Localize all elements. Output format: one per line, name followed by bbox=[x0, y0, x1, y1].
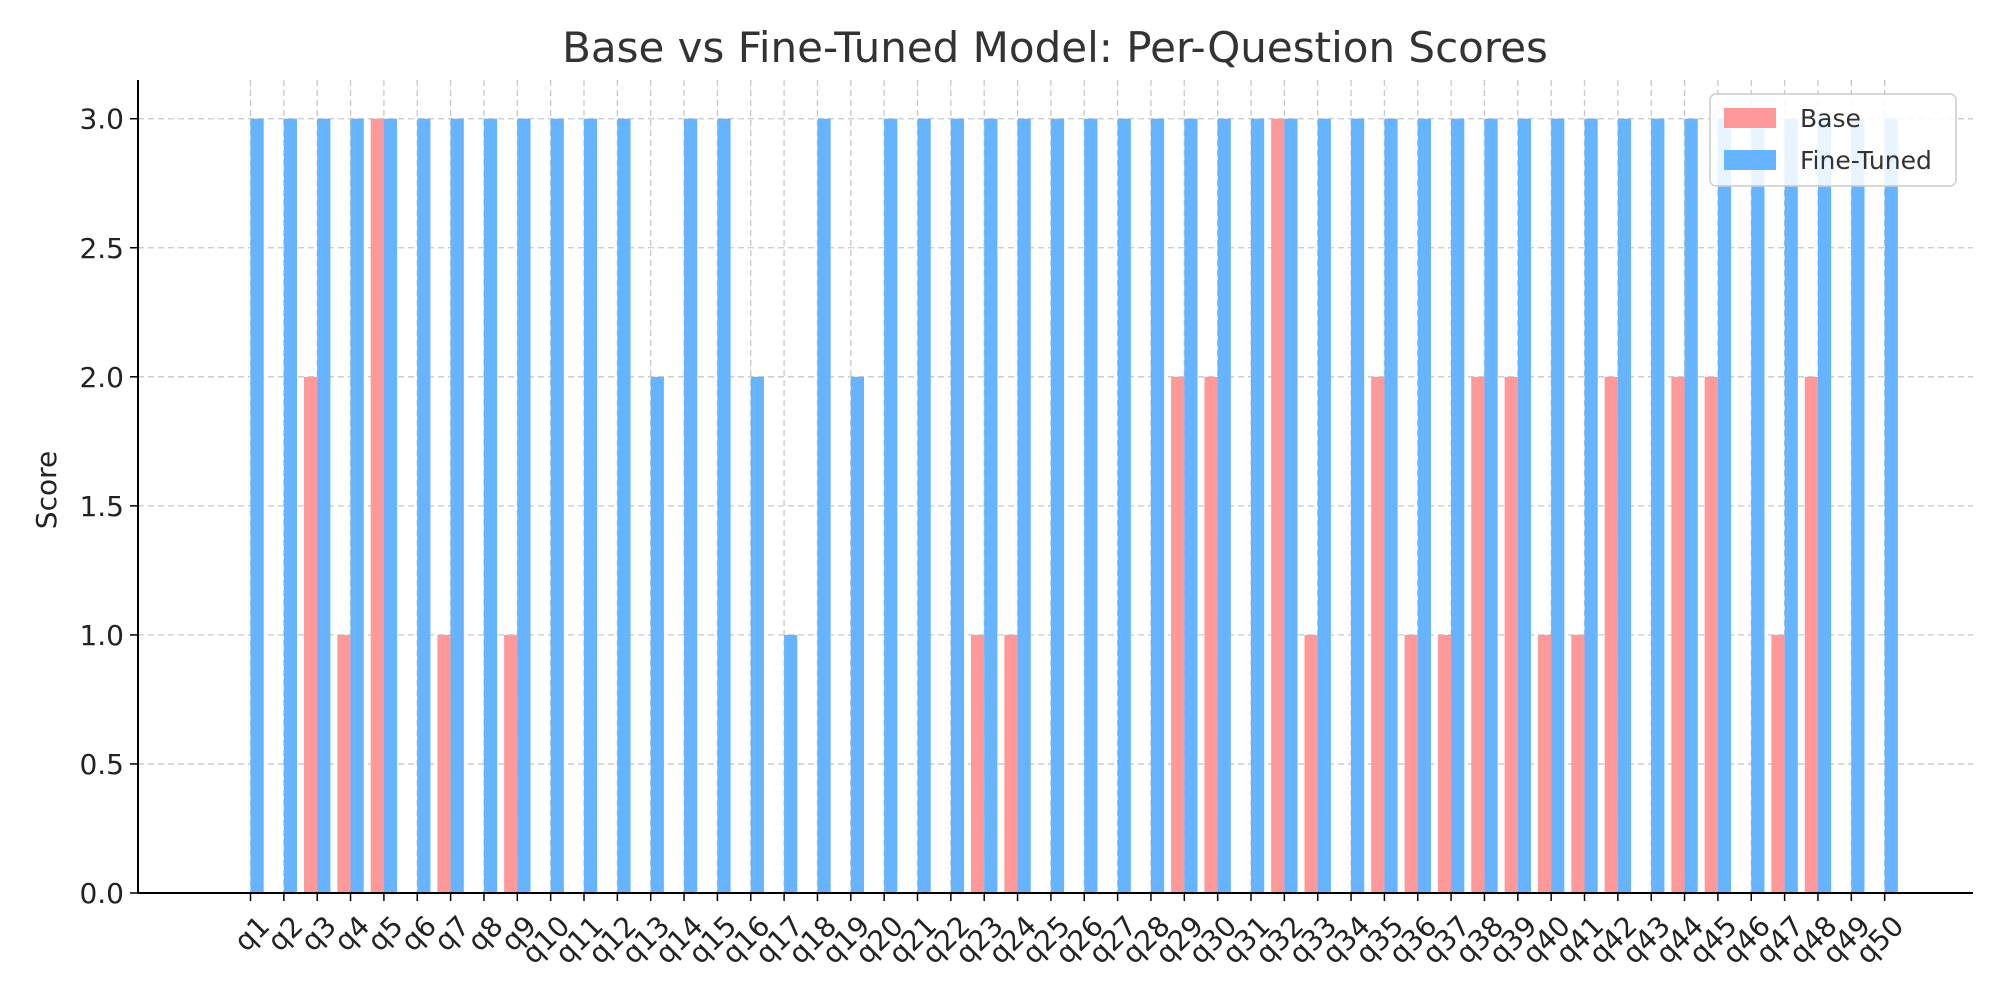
bar-fine-tuned-q35 bbox=[1384, 118, 1398, 893]
bar-fine-tuned-q15 bbox=[717, 118, 731, 893]
bar-base-q37 bbox=[1437, 634, 1452, 893]
bar-fine-tuned-q37 bbox=[1451, 118, 1465, 893]
bar-base-q29 bbox=[1171, 376, 1185, 893]
y-tick-label: 0.5 bbox=[79, 748, 124, 781]
bar-fine-tuned-q42 bbox=[1617, 118, 1632, 893]
bar-base-q39 bbox=[1504, 376, 1518, 893]
y-tick-label: 1.0 bbox=[79, 619, 124, 652]
bar-base-q4 bbox=[337, 634, 351, 893]
bar-fine-tuned-q9 bbox=[517, 118, 531, 893]
y-tick-label: 2.5 bbox=[79, 232, 124, 265]
bar-base-q47 bbox=[1771, 634, 1785, 893]
bar-fine-tuned-q38 bbox=[1484, 118, 1498, 893]
bar-fine-tuned-q39 bbox=[1517, 118, 1531, 893]
bar-fine-tuned-q21 bbox=[917, 118, 931, 893]
bar-base-q35 bbox=[1371, 376, 1385, 893]
bar-fine-tuned-q26 bbox=[1084, 118, 1098, 893]
bar-fine-tuned-q34 bbox=[1351, 118, 1365, 893]
bar-fine-tuned-q6 bbox=[417, 118, 431, 893]
y-axis-label: Score bbox=[30, 451, 63, 529]
bar-fine-tuned-q40 bbox=[1551, 118, 1565, 893]
bar-base-q30 bbox=[1204, 376, 1218, 893]
bar-fine-tuned-q13 bbox=[650, 376, 664, 893]
bar-base-q3 bbox=[304, 376, 318, 893]
bar-base-q9 bbox=[504, 634, 518, 893]
legend-label-base: Base bbox=[1800, 104, 1861, 133]
bar-base-q48 bbox=[1804, 376, 1818, 893]
bar-base-q7 bbox=[437, 634, 451, 893]
bar-base-q38 bbox=[1471, 376, 1485, 893]
bar-fine-tuned-q33 bbox=[1317, 118, 1331, 893]
bar-fine-tuned-q47 bbox=[1784, 118, 1798, 893]
bar-fine-tuned-q43 bbox=[1651, 118, 1665, 893]
bar-fine-tuned-q22 bbox=[950, 118, 965, 893]
bar-base-q36 bbox=[1404, 634, 1418, 893]
bar-fine-tuned-q12 bbox=[617, 118, 631, 893]
bar-fine-tuned-q16 bbox=[750, 376, 764, 893]
bar-fine-tuned-q2 bbox=[283, 118, 298, 893]
bar-fine-tuned-q20 bbox=[884, 118, 898, 893]
bar-fine-tuned-q46 bbox=[1751, 118, 1765, 893]
bar-fine-tuned-q36 bbox=[1417, 118, 1431, 893]
bar-fine-tuned-q8 bbox=[483, 118, 498, 893]
bar-fine-tuned-q25 bbox=[1050, 118, 1065, 893]
bar-fine-tuned-q32 bbox=[1284, 118, 1298, 893]
bar-fine-tuned-q29 bbox=[1184, 118, 1198, 893]
bar-base-q33 bbox=[1304, 634, 1318, 893]
bar-base-q42 bbox=[1604, 376, 1618, 893]
y-tick-label: 3.0 bbox=[79, 103, 124, 136]
bar-fine-tuned-q14 bbox=[684, 118, 698, 893]
bar-base-q23 bbox=[971, 634, 985, 893]
bar-fine-tuned-q23 bbox=[984, 118, 998, 893]
bar-fine-tuned-q27 bbox=[1117, 118, 1131, 893]
y-ticks: 0.0 0.5 1.0 1.5 2.0 2.5 3.0 bbox=[79, 103, 138, 910]
bar-base-q45 bbox=[1704, 376, 1718, 893]
bar-base-q40 bbox=[1537, 634, 1552, 893]
bar-fine-tuned-q10 bbox=[550, 118, 564, 893]
bar-fine-tuned-q49 bbox=[1851, 118, 1865, 893]
legend: Base Fine-Tuned bbox=[1709, 93, 1957, 187]
bar-fine-tuned-q3 bbox=[317, 118, 331, 893]
y-tick-label: 2.0 bbox=[79, 361, 124, 394]
y-tick-label: 0.0 bbox=[79, 877, 124, 910]
bar-fine-tuned-q1 bbox=[250, 118, 264, 893]
bar-fine-tuned-q19 bbox=[850, 376, 864, 893]
bar-base-q32 bbox=[1271, 118, 1285, 893]
chart-title: Base vs Fine-Tuned Model: Per-Question S… bbox=[562, 23, 1548, 72]
bar-fine-tuned-q4 bbox=[350, 118, 364, 893]
bar-fine-tuned-q48 bbox=[1817, 118, 1832, 893]
bar-fine-tuned-q7 bbox=[450, 118, 464, 893]
bar-fine-tuned-q50 bbox=[1884, 118, 1898, 893]
bar-fine-tuned-q30 bbox=[1217, 118, 1231, 893]
legend-swatch-base bbox=[1724, 108, 1776, 128]
x-ticks: q1q2q3q4q5q6q7q8q9q10q11q12q13q14q15q16q… bbox=[228, 893, 1910, 970]
bar-fine-tuned-q28 bbox=[1150, 118, 1165, 893]
bar-base-q5 bbox=[370, 118, 384, 893]
bar-fine-tuned-q41 bbox=[1584, 118, 1598, 893]
bar-base-q24 bbox=[1004, 634, 1018, 893]
bar-fine-tuned-q18 bbox=[817, 118, 831, 893]
bar-base-q41 bbox=[1571, 634, 1585, 893]
bar-fine-tuned-q11 bbox=[584, 118, 598, 893]
bar-fine-tuned-q31 bbox=[1251, 118, 1265, 893]
axes bbox=[137, 80, 1973, 894]
bar-base-q44 bbox=[1671, 376, 1685, 893]
legend-label-fine-tuned: Fine-Tuned bbox=[1800, 146, 1932, 175]
y-tick-label: 1.5 bbox=[79, 490, 124, 523]
legend-swatch-fine-tuned bbox=[1724, 150, 1776, 170]
bars bbox=[250, 118, 1898, 893]
bar-fine-tuned-q24 bbox=[1017, 118, 1031, 893]
bar-fine-tuned-q45 bbox=[1717, 118, 1732, 893]
bar-fine-tuned-q44 bbox=[1684, 118, 1698, 893]
bar-fine-tuned-q5 bbox=[383, 118, 398, 893]
bar-fine-tuned-q17 bbox=[784, 634, 798, 893]
